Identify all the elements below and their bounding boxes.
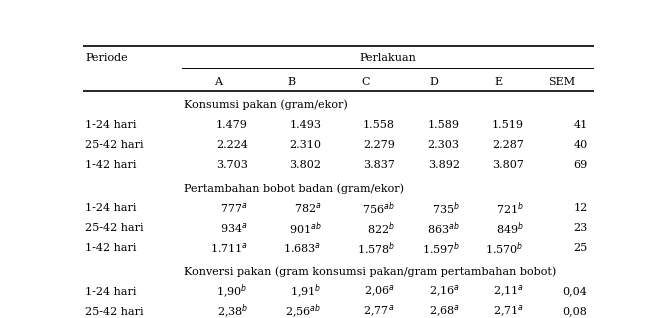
Text: C: C bbox=[361, 77, 370, 86]
Text: 1,91$^{b}$: 1,91$^{b}$ bbox=[290, 282, 321, 301]
Text: 3.703: 3.703 bbox=[216, 160, 248, 170]
Text: 1.578$^{b}$: 1.578$^{b}$ bbox=[356, 240, 395, 257]
Text: 2.224: 2.224 bbox=[216, 140, 248, 150]
Text: 3.892: 3.892 bbox=[428, 160, 460, 170]
Text: 934$^{a}$: 934$^{a}$ bbox=[220, 221, 248, 235]
Text: 1.558: 1.558 bbox=[363, 120, 395, 130]
Text: 2,06$^{a}$: 2,06$^{a}$ bbox=[364, 284, 395, 299]
Text: 1-42 hari: 1-42 hari bbox=[85, 160, 137, 170]
Text: A: A bbox=[214, 77, 222, 86]
Text: 25-42 hari: 25-42 hari bbox=[85, 224, 144, 233]
Text: 1,90$^{b}$: 1,90$^{b}$ bbox=[216, 282, 248, 301]
Text: 901$^{ab}$: 901$^{ab}$ bbox=[288, 220, 321, 237]
Text: 2,56$^{ab}$: 2,56$^{ab}$ bbox=[285, 303, 321, 318]
Text: 12: 12 bbox=[574, 203, 587, 213]
Text: 0,04: 0,04 bbox=[563, 287, 587, 297]
Text: 2,77$^{a}$: 2,77$^{a}$ bbox=[364, 304, 395, 318]
Text: 1-42 hari: 1-42 hari bbox=[85, 244, 137, 253]
Text: 3.807: 3.807 bbox=[492, 160, 523, 170]
Text: 1.711$^{a}$: 1.711$^{a}$ bbox=[210, 241, 248, 255]
Text: 721$^{b}$: 721$^{b}$ bbox=[496, 200, 523, 217]
Text: 1.589: 1.589 bbox=[428, 120, 460, 130]
Text: B: B bbox=[288, 77, 296, 86]
Text: 1-24 hari: 1-24 hari bbox=[85, 287, 137, 297]
Text: 69: 69 bbox=[574, 160, 587, 170]
Text: 23: 23 bbox=[574, 224, 587, 233]
Text: 2,68$^{a}$: 2,68$^{a}$ bbox=[428, 304, 460, 318]
Text: SEM: SEM bbox=[548, 77, 576, 86]
Text: 735$^{b}$: 735$^{b}$ bbox=[432, 200, 460, 217]
Text: 2,16$^{a}$: 2,16$^{a}$ bbox=[428, 284, 460, 299]
Text: 1.597$^{b}$: 1.597$^{b}$ bbox=[422, 240, 460, 257]
Text: 2.303: 2.303 bbox=[428, 140, 460, 150]
Text: Pertambahan bobot badan (gram/ekor): Pertambahan bobot badan (gram/ekor) bbox=[184, 183, 404, 194]
Text: Perlakuan: Perlakuan bbox=[359, 53, 416, 63]
Text: Konversi pakan (gram konsumsi pakan/gram pertambahan bobot): Konversi pakan (gram konsumsi pakan/gram… bbox=[184, 266, 556, 277]
Text: 1-24 hari: 1-24 hari bbox=[85, 203, 137, 213]
Text: 2.279: 2.279 bbox=[363, 140, 395, 150]
Text: 1.683$^{a}$: 1.683$^{a}$ bbox=[283, 241, 321, 255]
Text: 777$^{a}$: 777$^{a}$ bbox=[220, 201, 248, 215]
Text: 1-24 hari: 1-24 hari bbox=[85, 120, 137, 130]
Text: 1.479: 1.479 bbox=[216, 120, 248, 130]
Text: 849$^{b}$: 849$^{b}$ bbox=[496, 220, 523, 237]
Text: 1.493: 1.493 bbox=[289, 120, 321, 130]
Text: Konsumsi pakan (gram/ekor): Konsumsi pakan (gram/ekor) bbox=[184, 100, 348, 110]
Text: 2.310: 2.310 bbox=[289, 140, 321, 150]
Text: 2,11$^{a}$: 2,11$^{a}$ bbox=[492, 284, 523, 299]
Text: 40: 40 bbox=[574, 140, 587, 150]
Text: 3.837: 3.837 bbox=[363, 160, 395, 170]
Text: 822$^{b}$: 822$^{b}$ bbox=[367, 220, 395, 237]
Text: 1.519: 1.519 bbox=[492, 120, 523, 130]
Text: 41: 41 bbox=[574, 120, 587, 130]
Text: 756$^{ab}$: 756$^{ab}$ bbox=[362, 200, 395, 217]
Text: Periode: Periode bbox=[85, 53, 127, 63]
Text: 25-42 hari: 25-42 hari bbox=[85, 140, 144, 150]
Text: 3.802: 3.802 bbox=[289, 160, 321, 170]
Text: 2,38$^{b}$: 2,38$^{b}$ bbox=[216, 303, 248, 318]
Text: E: E bbox=[494, 77, 502, 86]
Text: 2.287: 2.287 bbox=[492, 140, 523, 150]
Text: 25: 25 bbox=[574, 244, 587, 253]
Text: 25-42 hari: 25-42 hari bbox=[85, 307, 144, 317]
Text: 863$^{ab}$: 863$^{ab}$ bbox=[427, 220, 460, 237]
Text: D: D bbox=[430, 77, 439, 86]
Text: 1.570$^{b}$: 1.570$^{b}$ bbox=[485, 240, 523, 257]
Text: 782$^{a}$: 782$^{a}$ bbox=[294, 201, 321, 215]
Text: 2,71$^{a}$: 2,71$^{a}$ bbox=[492, 304, 523, 318]
Text: 0,08: 0,08 bbox=[563, 307, 587, 317]
